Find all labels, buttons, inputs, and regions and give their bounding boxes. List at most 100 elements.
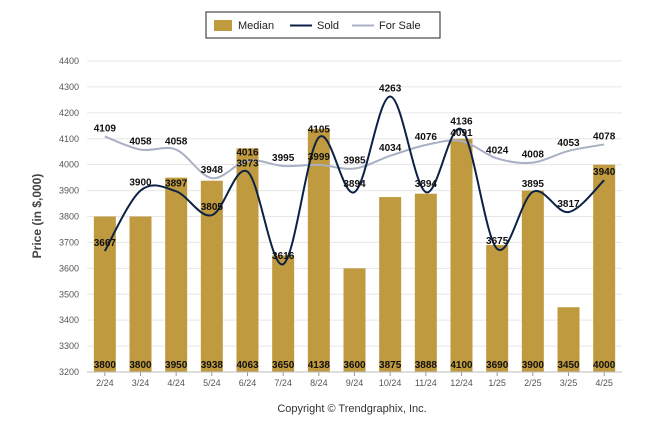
x-tick-label: 7/24 — [274, 378, 292, 388]
data-label-sold: 3894 — [343, 179, 366, 190]
y-tick-label: 3700 — [59, 237, 79, 247]
data-label-for-sale: 3985 — [343, 156, 366, 167]
bar-median — [486, 245, 509, 372]
data-label-sold: 3817 — [557, 199, 580, 210]
copyright-credit: Copyright © Trendgraphix, Inc. — [277, 403, 426, 415]
data-label-for-sale: 4016 — [236, 148, 259, 159]
bar-median — [414, 193, 437, 372]
data-label-for-sale: 4024 — [486, 145, 509, 156]
data-label-for-sale: 4053 — [557, 138, 580, 149]
bar-median — [593, 164, 616, 372]
data-label-for-sale: 4034 — [379, 143, 402, 154]
data-label-median: 3800 — [129, 360, 152, 371]
data-label-median: 4000 — [593, 360, 616, 371]
bar-median — [343, 268, 366, 372]
x-axis-ticks: 2/24 3/24 4/24 5/24 6/24 7/24 8/24 9/24 10/24 11/… — [87, 371, 622, 388]
bar-median — [557, 307, 580, 372]
data-label-for-sale: 4008 — [522, 150, 545, 161]
y-tick-label: 4300 — [59, 82, 79, 92]
data-label-sold: 3805 — [201, 202, 224, 213]
data-label-for-sale: 3948 — [201, 165, 224, 176]
bar-median — [93, 216, 116, 372]
x-tick-label: 4/25 — [595, 378, 613, 388]
data-label-sold: 3675 — [486, 236, 509, 247]
y-tick-label: 3800 — [59, 212, 79, 222]
y-tick-label: 3500 — [59, 289, 79, 299]
y-axis-label: Price (in $,000) — [30, 174, 44, 259]
y-tick-label: 4400 — [59, 56, 79, 66]
data-label-sold: 3897 — [165, 178, 188, 189]
data-label-median: 3938 — [201, 360, 224, 371]
data-label-for-sale: 4078 — [593, 131, 616, 142]
x-tick-label: 1/25 — [488, 378, 506, 388]
x-tick-label: 4/24 — [167, 378, 185, 388]
x-tick-label: 3/25 — [560, 378, 578, 388]
bar-median — [200, 180, 223, 372]
y-axis-ticks: 3200 3300 3400 3500 3600 3700 3800 3900 4000 4100… — [59, 56, 79, 377]
y-tick-label: 4100 — [59, 134, 79, 144]
data-label-median: 3900 — [522, 360, 545, 371]
y-tick-label: 4000 — [59, 160, 79, 170]
bar-median — [165, 177, 188, 372]
y-tick-label: 3300 — [59, 341, 79, 351]
x-tick-label: 11/24 — [415, 378, 437, 388]
data-label-sold: 4105 — [308, 124, 331, 135]
legend: Median Sold For Sale — [205, 11, 441, 39]
data-label-sold: 3900 — [129, 178, 152, 189]
x-tick-label: 3/24 — [132, 378, 150, 388]
data-label-for-sale: 4058 — [129, 137, 152, 148]
legend-label-median: Median — [238, 20, 274, 32]
data-label-sold: 4263 — [379, 84, 402, 95]
data-label-sold: 4136 — [450, 116, 473, 127]
bar-median — [129, 216, 152, 372]
x-tick-label: 10/24 — [379, 378, 402, 388]
legend-box — [205, 11, 441, 39]
data-label-median: 3800 — [94, 360, 117, 371]
y-tick-label: 3400 — [59, 315, 79, 325]
data-label-sold: 3940 — [593, 167, 616, 178]
x-tick-label: 6/24 — [239, 378, 257, 388]
data-label-median: 4138 — [308, 360, 331, 371]
data-label-median: 4063 — [236, 360, 259, 371]
data-label-median: 3650 — [272, 360, 295, 371]
data-label-median: 3450 — [557, 360, 580, 371]
data-label-sold: 3895 — [522, 179, 545, 190]
x-tick-label: 2/24 — [96, 378, 114, 388]
legend-swatch-median — [214, 20, 232, 31]
bar-median — [307, 128, 330, 372]
x-tick-label: 8/24 — [310, 378, 328, 388]
series-lines — [103, 95, 605, 266]
line-for-sale — [104, 135, 605, 180]
data-label-median: 3888 — [415, 360, 438, 371]
data-label-sold: 3616 — [272, 251, 295, 262]
data-label-for-sale: 4109 — [94, 123, 117, 134]
bar-median — [450, 138, 473, 372]
data-label-median: 3690 — [486, 360, 509, 371]
x-tick-label: 2/25 — [524, 378, 542, 388]
data-label-median: 4100 — [450, 360, 473, 371]
y-tick-label: 4200 — [59, 108, 79, 118]
data-label-for-sale: 4076 — [415, 132, 438, 143]
data-labels: 3800 3800 3950 3938 4063 3650 4138 3600 3875 3888… — [94, 84, 616, 371]
data-label-for-sale: 4058 — [165, 137, 188, 148]
data-label-for-sale: 3995 — [272, 153, 295, 164]
data-label-for-sale: 4091 — [450, 128, 473, 139]
legend-label-for-sale: For Sale — [379, 20, 421, 32]
legend-label-sold: Sold — [317, 20, 339, 32]
bar-median — [521, 190, 544, 372]
x-tick-label: 5/24 — [203, 378, 221, 388]
y-tick-label: 3900 — [59, 186, 79, 196]
data-label-sold: 3973 — [236, 159, 259, 170]
y-tick-label: 3600 — [59, 263, 79, 273]
y-tick-label: 3200 — [59, 367, 79, 377]
data-label-sold: 3667 — [94, 238, 117, 249]
data-label-for-sale: 3999 — [308, 152, 331, 163]
data-label-median: 3875 — [379, 360, 402, 371]
bar-median — [236, 148, 259, 372]
x-tick-label: 12/24 — [450, 378, 473, 388]
median-bars — [93, 128, 616, 372]
bar-median — [272, 255, 295, 372]
data-label-sold: 3894 — [415, 179, 438, 190]
bar-median — [379, 197, 402, 372]
